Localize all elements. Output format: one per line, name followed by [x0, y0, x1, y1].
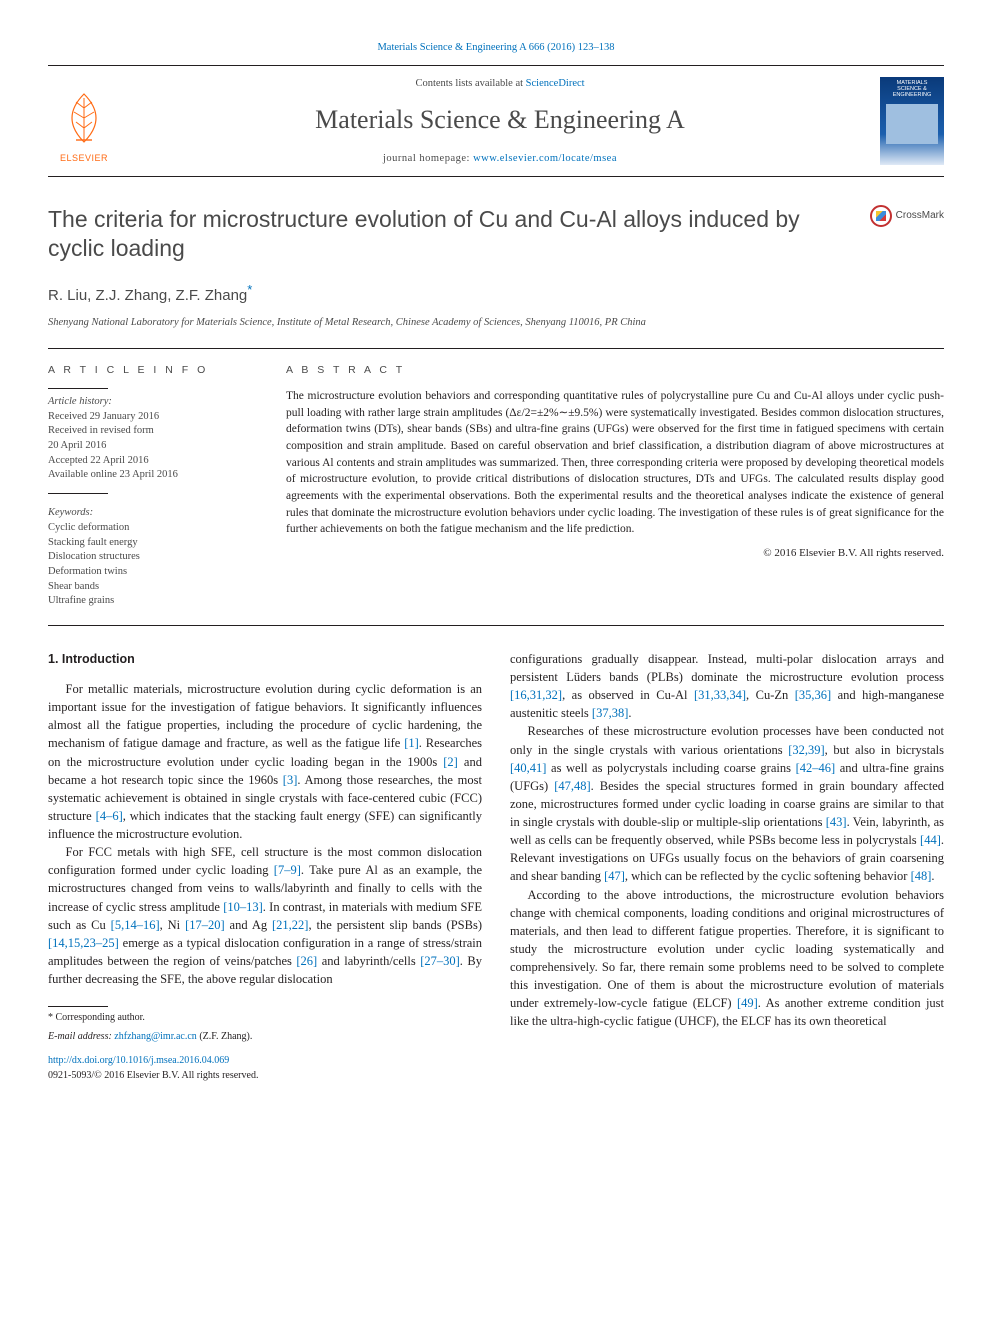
journal-cover-thumb: MATERIALS SCIENCE & ENGINEERING — [880, 77, 944, 165]
keyword: Cyclic deformation — [48, 521, 258, 536]
sciencedirect-link[interactable]: ScienceDirect — [526, 78, 585, 89]
keyword: Stacking fault energy — [48, 536, 258, 551]
ref-link[interactable]: [49] — [737, 996, 758, 1010]
homepage-link[interactable]: www.elsevier.com/locate/msea — [473, 153, 617, 164]
ref-link[interactable]: [26] — [296, 954, 317, 968]
elsevier-logo: ELSEVIER — [48, 77, 120, 165]
ref-link[interactable]: [42–46] — [796, 761, 836, 775]
corresponding-marker: * — [247, 282, 252, 297]
body-para: For metallic materials, microstructure e… — [48, 680, 482, 843]
ref-link[interactable]: [17–20] — [185, 918, 225, 932]
footnote-email: E-mail address: zhfzhang@imr.ac.cn (Z.F.… — [48, 1030, 482, 1045]
section-heading-intro: 1. Introduction — [48, 650, 482, 668]
history-line: 20 April 2016 — [48, 439, 258, 454]
footnote-rule — [48, 1006, 108, 1007]
running-head-citation: Materials Science & Engineering A 666 (2… — [48, 40, 944, 55]
article-info-heading: A R T I C L E I N F O — [48, 363, 258, 378]
body-para: configurations gradually disappear. Inst… — [510, 650, 944, 723]
citation-link[interactable]: Materials Science & Engineering A 666 (2… — [377, 42, 614, 53]
ref-link[interactable]: [21,22] — [272, 918, 308, 932]
abstract-text: The microstructure evolution behaviors a… — [286, 388, 944, 538]
keywords-label: Keywords: — [48, 506, 258, 521]
ref-link[interactable]: [37,38] — [592, 706, 628, 720]
ref-link[interactable]: [3] — [283, 773, 298, 787]
ref-link[interactable]: [16,31,32] — [510, 688, 562, 702]
abstract-heading: A B S T R A C T — [286, 363, 944, 378]
crossmark-icon — [870, 205, 892, 227]
body-para: Researches of these microstructure evolu… — [510, 722, 944, 885]
abstract-copyright: © 2016 Elsevier B.V. All rights reserved… — [286, 546, 944, 562]
body-para: For FCC metals with high SFE, cell struc… — [48, 843, 482, 988]
ref-link[interactable]: [35,36] — [795, 688, 831, 702]
history-line: Available online 23 April 2016 — [48, 468, 258, 483]
tree-icon — [54, 88, 114, 148]
homepage-line: journal homepage: www.elsevier.com/locat… — [120, 151, 880, 166]
authors-line: R. Liu, Z.J. Zhang, Z.F. Zhang* — [48, 281, 944, 307]
ref-link[interactable]: [2] — [443, 755, 458, 769]
crossmark-label: CrossMark — [896, 209, 944, 224]
info-rule — [48, 388, 108, 389]
ref-link[interactable]: [31,33,34] — [694, 688, 746, 702]
ref-link[interactable]: [7–9] — [274, 863, 301, 877]
doi-link[interactable]: http://dx.doi.org/10.1016/j.msea.2016.04… — [48, 1055, 229, 1066]
ref-link[interactable]: [43] — [826, 815, 847, 829]
elsevier-wordmark: ELSEVIER — [60, 152, 108, 165]
issn-copyright: 0921-5093/© 2016 Elsevier B.V. All right… — [48, 1070, 258, 1081]
keyword: Deformation twins — [48, 565, 258, 580]
ref-link[interactable]: [1] — [404, 736, 419, 750]
keyword: Shear bands — [48, 580, 258, 595]
keyword: Ultrafine grains — [48, 594, 258, 609]
ref-link[interactable]: [10–13] — [223, 900, 263, 914]
contents-line: Contents lists available at ScienceDirec… — [120, 76, 880, 91]
history-line: Accepted 22 April 2016 — [48, 454, 258, 469]
history-label: Article history: — [48, 395, 258, 410]
body-para: According to the above introductions, th… — [510, 886, 944, 1031]
ref-link[interactable]: [32,39] — [788, 743, 824, 757]
footnote-corresponding: * Corresponding author. — [48, 1011, 482, 1026]
email-link[interactable]: zhfzhang@imr.ac.cn — [114, 1031, 197, 1042]
journal-title: Materials Science & Engineering A — [120, 101, 880, 139]
ref-link[interactable]: [44] — [920, 833, 941, 847]
ref-link[interactable]: [47,48] — [554, 779, 590, 793]
body-columns: 1. Introduction For metallic materials, … — [48, 650, 944, 1083]
keywords-block: Keywords: Cyclic deformation Stacking fa… — [48, 506, 258, 609]
history-line: Received in revised form — [48, 424, 258, 439]
journal-header: ELSEVIER Contents lists available at Sci… — [48, 65, 944, 177]
crossmark-badge[interactable]: CrossMark — [870, 205, 944, 227]
cover-thumb-image — [886, 104, 938, 144]
cover-thumb-title: MATERIALS SCIENCE & ENGINEERING — [893, 80, 932, 98]
authors-text: R. Liu, Z.J. Zhang, Z.F. Zhang — [48, 287, 247, 304]
doi-line: http://dx.doi.org/10.1016/j.msea.2016.04… — [48, 1054, 482, 1083]
affiliation: Shenyang National Laboratory for Materia… — [48, 315, 944, 330]
ref-link[interactable]: [27–30] — [420, 954, 460, 968]
ref-link[interactable]: [47] — [604, 869, 625, 883]
ref-link[interactable]: [5,14–16] — [111, 918, 160, 932]
article-history: Article history: Received 29 January 201… — [48, 395, 258, 483]
contents-prefix: Contents lists available at — [415, 78, 525, 89]
article-title: The criteria for microstructure evolutio… — [48, 205, 808, 263]
ref-link[interactable]: [14,15,23–25] — [48, 936, 119, 950]
homepage-prefix: journal homepage: — [383, 153, 473, 164]
info-rule — [48, 493, 108, 494]
ref-link[interactable]: [48] — [911, 869, 932, 883]
ref-link[interactable]: [40,41] — [510, 761, 546, 775]
ref-link[interactable]: [4–6] — [96, 809, 123, 823]
keyword: Dislocation structures — [48, 550, 258, 565]
history-line: Received 29 January 2016 — [48, 410, 258, 425]
